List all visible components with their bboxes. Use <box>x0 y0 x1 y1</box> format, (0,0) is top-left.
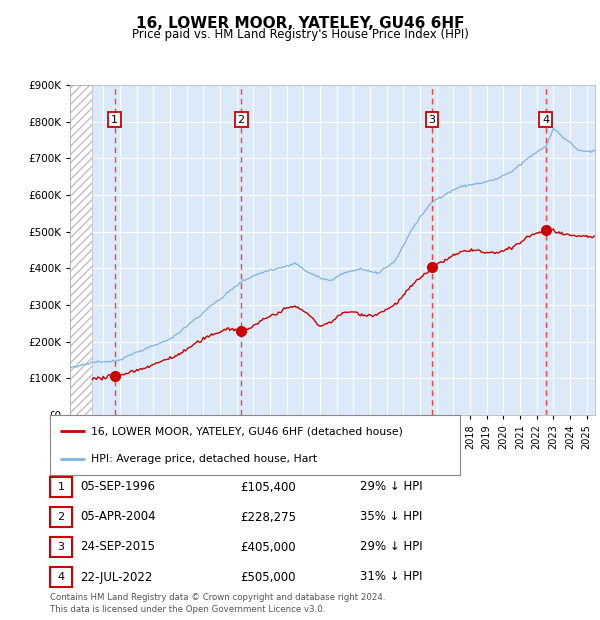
Text: Contains HM Land Registry data © Crown copyright and database right 2024.: Contains HM Land Registry data © Crown c… <box>50 593 386 602</box>
Text: 16, LOWER MOOR, YATELEY, GU46 6HF (detached house): 16, LOWER MOOR, YATELEY, GU46 6HF (detac… <box>91 426 403 436</box>
Text: HPI: Average price, detached house, Hart: HPI: Average price, detached house, Hart <box>91 454 317 464</box>
Text: 31% ↓ HPI: 31% ↓ HPI <box>360 570 422 583</box>
Text: 1: 1 <box>111 115 118 125</box>
Text: 1: 1 <box>58 482 65 492</box>
Text: 3: 3 <box>428 115 436 125</box>
Text: 16, LOWER MOOR, YATELEY, GU46 6HF: 16, LOWER MOOR, YATELEY, GU46 6HF <box>136 16 464 30</box>
Text: 35% ↓ HPI: 35% ↓ HPI <box>360 510 422 523</box>
Text: £228,275: £228,275 <box>240 510 296 523</box>
Text: 29% ↓ HPI: 29% ↓ HPI <box>360 541 422 554</box>
Text: 05-APR-2004: 05-APR-2004 <box>80 510 155 523</box>
Text: Price paid vs. HM Land Registry's House Price Index (HPI): Price paid vs. HM Land Registry's House … <box>131 28 469 41</box>
Text: This data is licensed under the Open Government Licence v3.0.: This data is licensed under the Open Gov… <box>50 605 325 614</box>
Text: 2: 2 <box>238 115 245 125</box>
Text: 29% ↓ HPI: 29% ↓ HPI <box>360 480 422 494</box>
Text: £105,400: £105,400 <box>240 480 296 494</box>
Text: 22-JUL-2022: 22-JUL-2022 <box>80 570 152 583</box>
Text: £505,000: £505,000 <box>240 570 296 583</box>
Text: 4: 4 <box>542 115 550 125</box>
Text: 24-SEP-2015: 24-SEP-2015 <box>80 541 155 554</box>
Text: 4: 4 <box>58 572 65 582</box>
Text: 05-SEP-1996: 05-SEP-1996 <box>80 480 155 494</box>
Text: 2: 2 <box>58 512 65 522</box>
Text: £405,000: £405,000 <box>240 541 296 554</box>
Text: 3: 3 <box>58 542 65 552</box>
Bar <box>70 85 92 415</box>
